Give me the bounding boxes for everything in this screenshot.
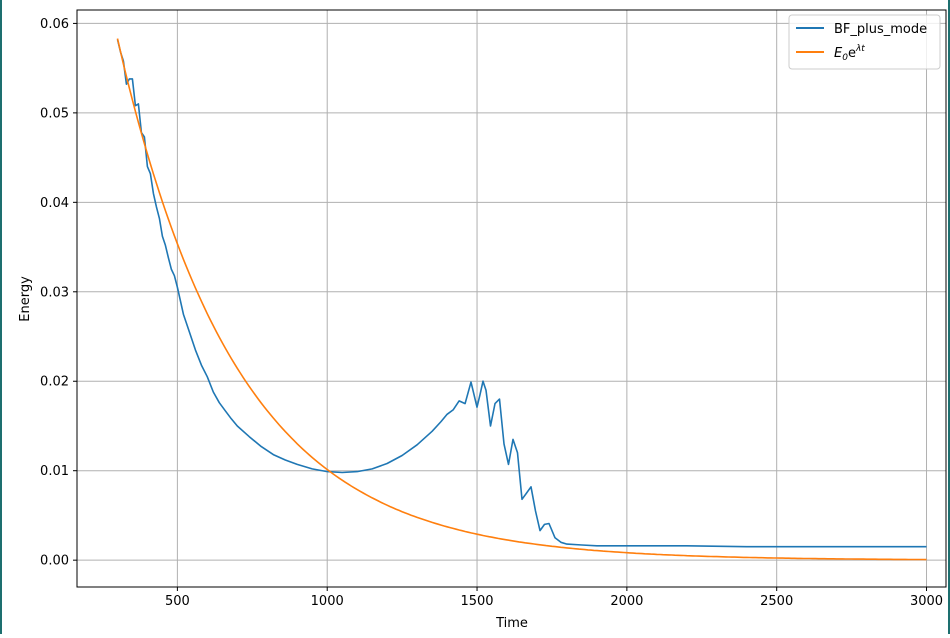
x-tick-label: 3000 [910,594,943,609]
legend: BF_plus_mode E0eλt [788,14,941,70]
y-axis: 0.00 0.01 0.02 0.03 0.04 0.05 0.06 [40,17,77,569]
x-tick-label: 2500 [760,594,793,609]
y-tick-label: 0.00 [40,554,69,569]
y-tick-label: 0.02 [40,375,69,390]
legend-box [788,14,941,70]
y-tick-label: 0.04 [40,196,69,211]
y-tick-label: 0.05 [40,106,69,121]
legend-label-bf-plus-mode: BF_plus_mode [834,22,927,37]
y-axis-label: Energy [18,276,33,322]
x-tick-label: 500 [165,594,190,609]
grid-lines [77,10,946,587]
x-tick-label: 1000 [311,594,344,609]
series-layer [116,38,927,561]
x-tick-label: 2000 [610,594,643,609]
x-axis: 500 1000 1500 2000 2500 3000 [165,587,943,609]
x-tick-label: 1500 [460,594,493,609]
y-tick-label: 0.06 [40,17,69,32]
legend-label-exp-fit: E0eλt [834,44,865,63]
y-tick-label: 0.03 [40,285,69,300]
y-tick-label: 0.01 [40,464,69,479]
plot-area-border [76,9,947,588]
x-axis-label: Time [495,616,528,631]
series-line-exp-fit [116,38,927,561]
series-line-bf-plus-mode [116,39,927,548]
